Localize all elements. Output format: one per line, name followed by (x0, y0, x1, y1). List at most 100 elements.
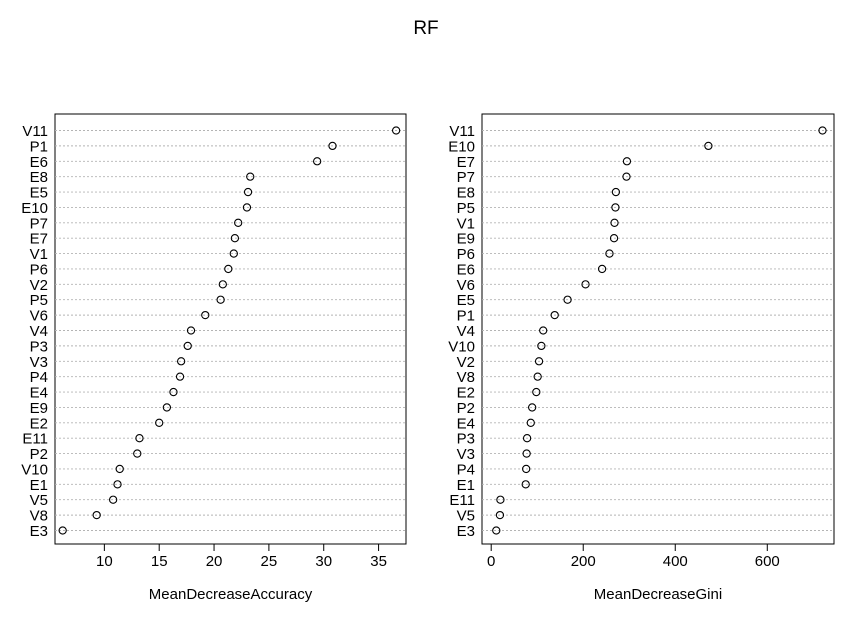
category-label-v11: V11 (22, 123, 48, 140)
category-label-p1: P1 (457, 308, 475, 325)
x-tick-label: 600 (755, 553, 780, 570)
point-p7 (234, 218, 243, 227)
category-label-v8: V8 (30, 508, 48, 525)
point-e10 (704, 141, 713, 151)
category-label-e1: E1 (30, 477, 48, 494)
point-p5 (611, 203, 620, 212)
category-label-e11: E11 (449, 492, 475, 509)
category-label-v10: V10 (21, 461, 48, 478)
category-label-v5: V5 (457, 508, 475, 525)
point-p1 (550, 310, 559, 320)
point-v6 (201, 310, 210, 320)
category-label-e8: E8 (457, 185, 475, 202)
category-label-v5: V5 (30, 492, 48, 509)
point-p2 (133, 449, 142, 458)
category-label-e3: E3 (30, 523, 48, 540)
category-label-e2: E2 (457, 385, 475, 402)
category-label-e10: E10 (448, 138, 475, 155)
category-label-v10: V10 (448, 338, 475, 355)
point-v2 (218, 280, 227, 289)
category-label-e7: E7 (30, 231, 48, 248)
category-label-v2: V2 (30, 277, 48, 294)
point-e1 (521, 480, 530, 489)
category-label-p4: P4 (457, 461, 475, 478)
point-e7 (622, 157, 632, 166)
category-label-v6: V6 (30, 308, 48, 325)
category-label-p7: P7 (30, 215, 48, 232)
category-label-p2: P2 (457, 400, 475, 417)
category-label-v3: V3 (30, 354, 48, 371)
point-e2 (155, 418, 164, 427)
category-label-e11: E11 (22, 431, 48, 448)
point-e8 (246, 172, 255, 181)
point-v10 (537, 341, 546, 351)
point-v6 (581, 280, 590, 289)
point-p3 (522, 434, 532, 443)
category-label-e5: E5 (457, 292, 475, 309)
category-label-p3: P3 (457, 431, 475, 448)
x-tick-label: 200 (571, 553, 596, 570)
point-v11 (818, 126, 827, 135)
point-v3 (522, 449, 531, 458)
x-tick-label: 30 (315, 553, 332, 570)
point-e6 (597, 264, 607, 274)
x-tick-label: 10 (96, 553, 113, 570)
point-e9 (609, 234, 619, 243)
point-e3 (58, 526, 67, 535)
point-v5 (495, 510, 505, 520)
point-p4 (175, 372, 185, 381)
point-e6 (313, 157, 322, 166)
category-label-v2: V2 (457, 354, 475, 371)
category-label-e10: E10 (21, 200, 48, 217)
category-label-e3: E3 (457, 523, 475, 540)
point-v8 (533, 372, 542, 381)
category-label-v3: V3 (457, 446, 475, 463)
point-e4 (169, 387, 178, 397)
category-label-e9: E9 (457, 231, 475, 248)
category-label-v1: V1 (30, 246, 48, 263)
gini-x-axis-label: MeanDecreaseGini (594, 586, 722, 603)
chart-title: RF (413, 18, 438, 39)
category-label-e2: E2 (30, 415, 48, 432)
point-e7 (230, 234, 240, 243)
x-tick-label: 400 (663, 553, 688, 570)
point-v3 (176, 357, 186, 366)
category-label-e4: E4 (457, 415, 475, 432)
point-p5 (216, 295, 225, 304)
category-label-p6: P6 (30, 261, 48, 278)
point-e3 (492, 526, 501, 535)
point-p2 (528, 403, 537, 412)
point-v8 (92, 510, 101, 520)
point-v10 (115, 464, 124, 474)
point-v4 (539, 326, 548, 335)
category-label-e1: E1 (457, 477, 475, 494)
point-p7 (622, 172, 631, 181)
category-label-p6: P6 (457, 246, 475, 263)
point-e5 (563, 295, 572, 304)
point-e11 (135, 434, 144, 443)
category-label-e4: E4 (30, 385, 48, 402)
category-label-v6: V6 (457, 277, 475, 294)
point-v2 (534, 357, 544, 366)
point-e8 (611, 187, 621, 197)
point-p1 (328, 141, 337, 151)
category-label-e9: E9 (30, 400, 48, 417)
x-tick-label: 20 (206, 553, 223, 570)
category-label-e8: E8 (30, 169, 48, 186)
point-v11 (391, 126, 401, 135)
point-e1 (113, 480, 122, 489)
plot-frame (481, 113, 835, 545)
accuracy-x-axis-label: MeanDecreaseAccuracy (149, 586, 313, 603)
x-tick-label: 35 (370, 553, 387, 570)
x-tick-label: 15 (151, 553, 168, 570)
point-p4 (522, 464, 531, 474)
category-label-p2: P2 (30, 446, 48, 463)
point-v4 (186, 326, 196, 335)
accuracy-panel: V11P1E6E8E5E10P7E7V1P6V2P5V6V4P3V3P4E4E9… (21, 113, 407, 603)
category-label-p5: P5 (457, 200, 475, 217)
point-v1 (229, 249, 238, 258)
category-label-v1: V1 (457, 215, 475, 232)
category-label-v4: V4 (457, 323, 475, 340)
point-e10 (242, 203, 252, 212)
point-e9 (162, 403, 172, 412)
